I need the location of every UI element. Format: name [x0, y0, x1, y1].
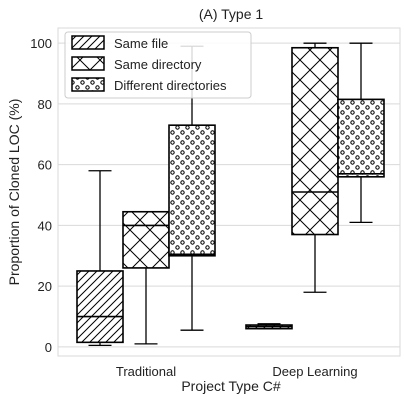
box-plot	[291, 42, 339, 293]
legend-label: Same file	[114, 36, 168, 51]
box-plot	[122, 210, 170, 345]
legend: Same file Same directory Different directo…	[64, 31, 252, 99]
legend-swatch	[71, 35, 105, 50]
box-rect	[168, 124, 216, 257]
x-tick-label: Traditional	[116, 364, 176, 379]
x-axis-label: Project Type C#	[181, 378, 281, 394]
box-rect	[122, 210, 170, 269]
chart-title: (A) Type 1	[199, 6, 264, 22]
y-tick-label: 60	[38, 158, 52, 173]
box-plots	[76, 42, 385, 347]
y-tick-label: 80	[38, 97, 52, 112]
y-axis-label: Proportion of Cloned LOC (%)	[6, 99, 22, 286]
y-tick-label: 40	[38, 218, 52, 233]
y-tick-label: 100	[30, 36, 52, 51]
box-rect	[337, 98, 385, 178]
y-tick-label: 0	[45, 340, 52, 355]
x-tick-label: Deep Learning	[272, 364, 357, 379]
legend-swatch	[71, 56, 105, 71]
box-plot	[168, 45, 216, 331]
box-plot	[245, 323, 293, 330]
y-tick-label: 20	[38, 279, 52, 294]
box-rect	[291, 46, 339, 236]
legend-label: Different directories	[114, 78, 227, 93]
box-plot	[76, 170, 124, 347]
legend-swatch	[71, 77, 105, 92]
box-plot	[337, 42, 385, 224]
y-tick-labels: 0 20 40 60 80 100	[30, 36, 52, 355]
box-rect	[76, 270, 124, 344]
legend-label: Same directory	[114, 57, 202, 72]
legend-frame	[64, 31, 252, 99]
x-tick-labels: Traditional Deep Learning	[116, 364, 358, 379]
